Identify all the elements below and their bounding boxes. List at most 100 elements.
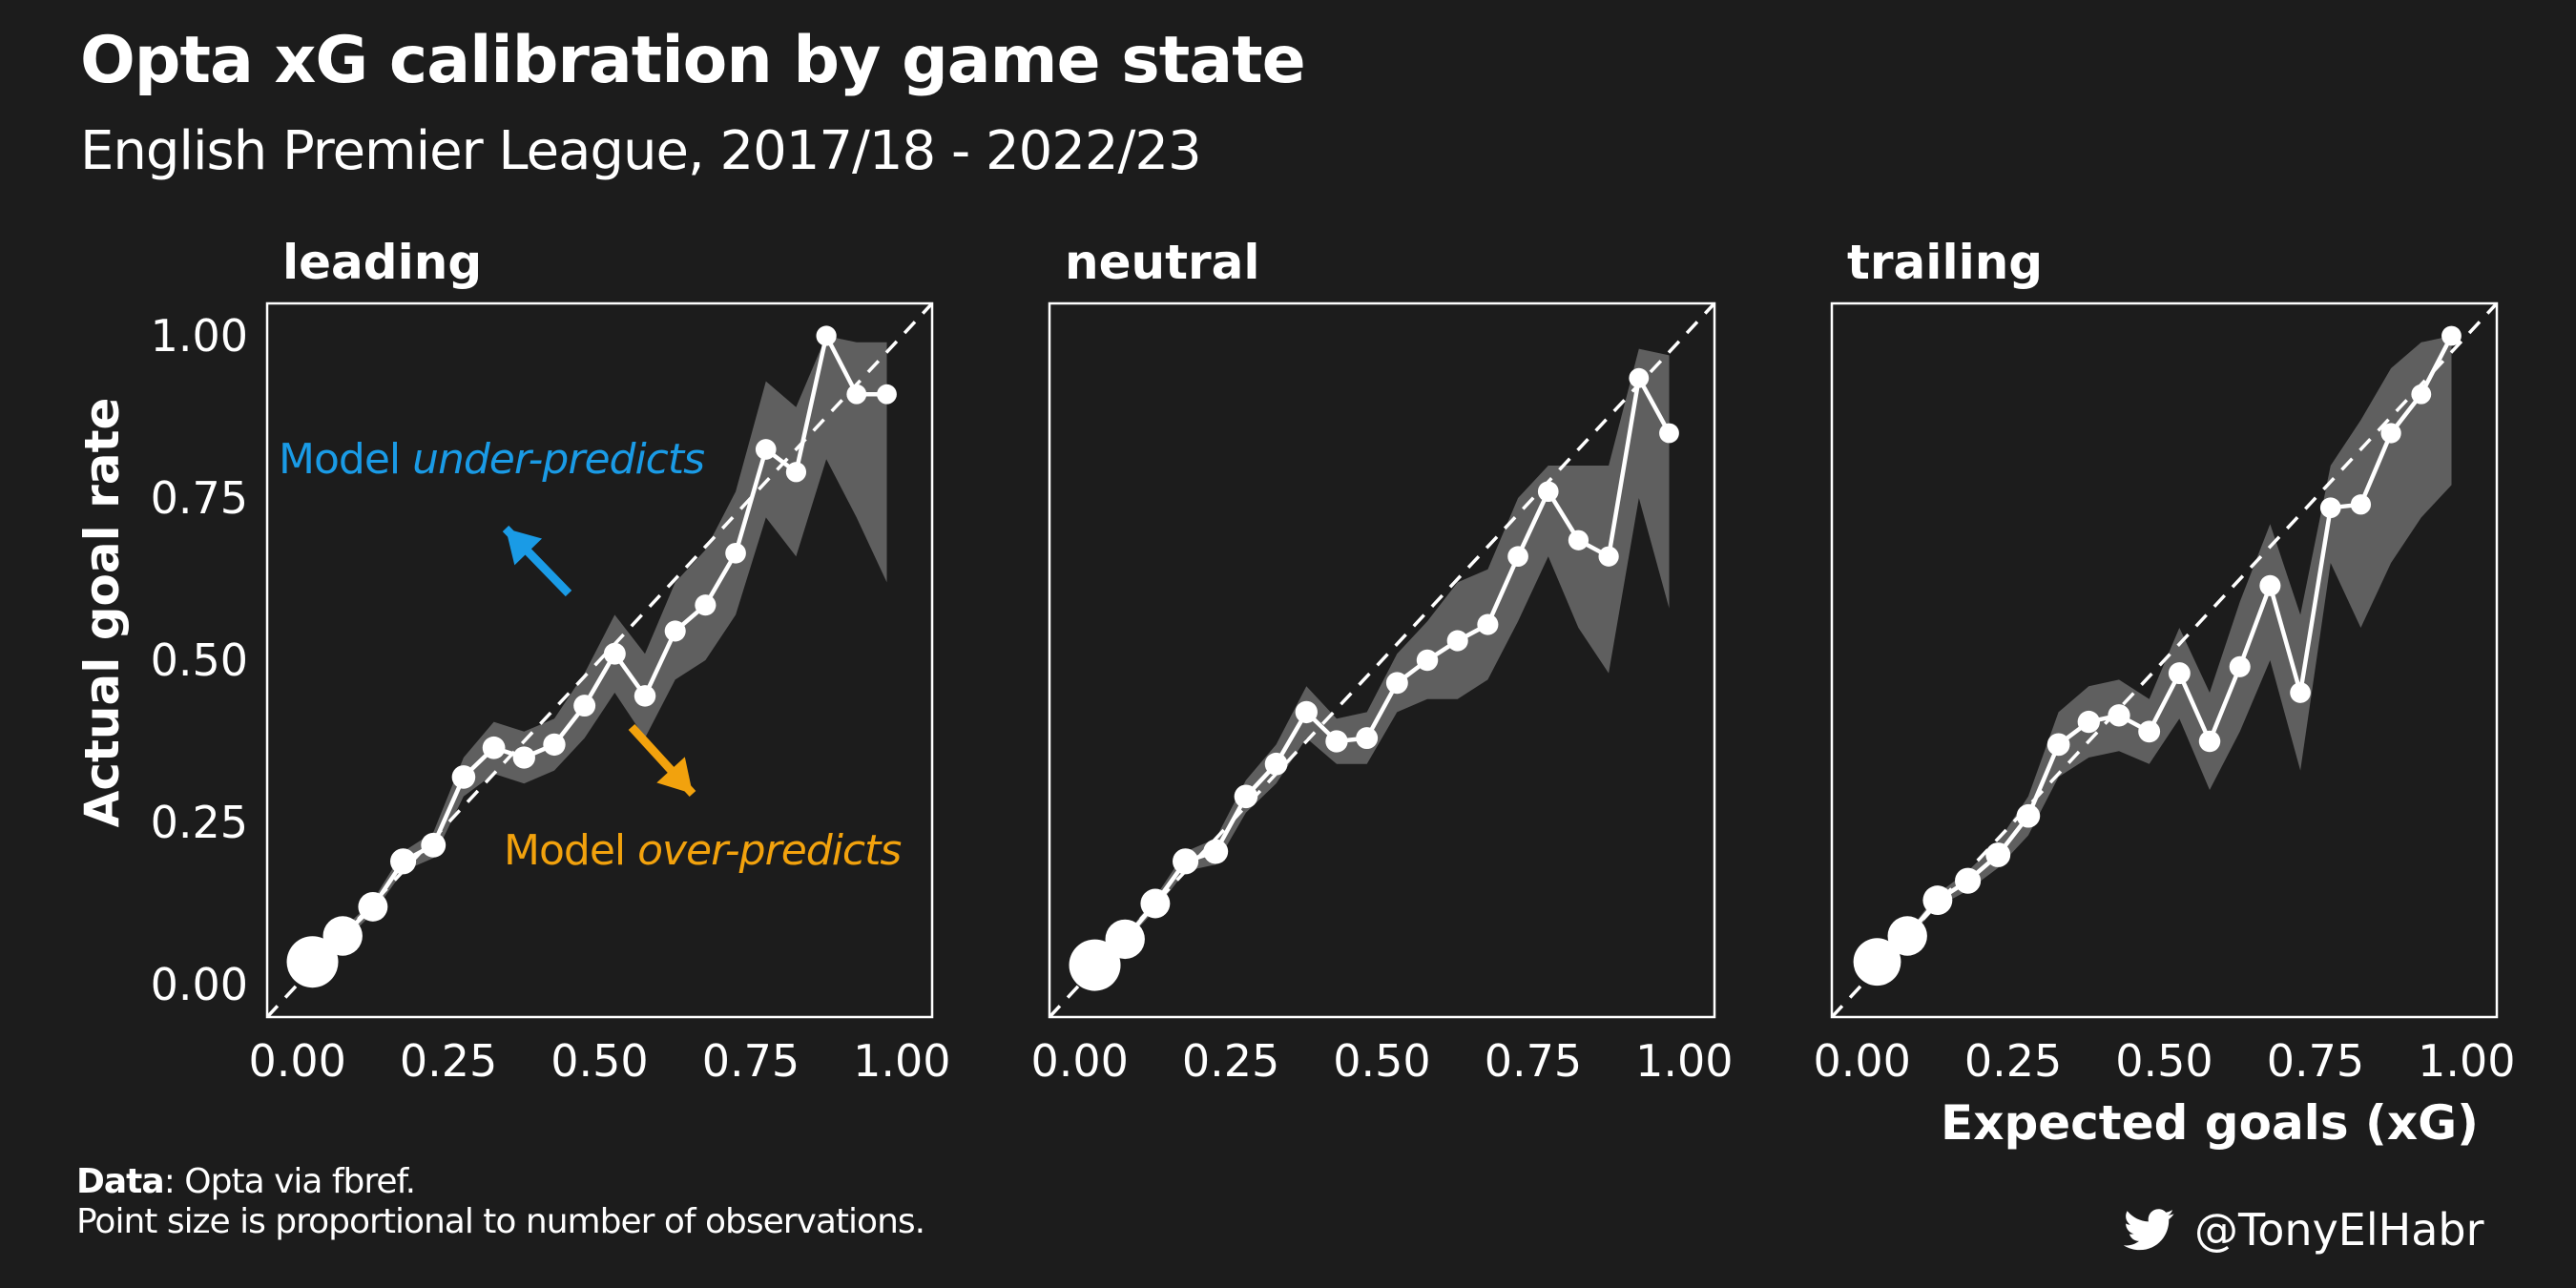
panel-frame [1048, 301, 1716, 1019]
y-tick-label: 0.25 [151, 797, 248, 848]
caption: Data: Opta via fbref. Point size is prop… [76, 1162, 925, 1242]
x-tick-label: 0.50 [551, 1035, 648, 1087]
caption-data-text: : Opta via fbref. [163, 1162, 416, 1201]
data-point [322, 916, 363, 956]
over-predicts-label-emph: over-predicts [637, 826, 901, 875]
annotations: Model under-predicts Model over-predicts [279, 435, 902, 875]
data-point [725, 542, 746, 564]
data-point [1598, 546, 1619, 567]
data-point [2016, 803, 2041, 828]
x-tick-label: 0.75 [1485, 1035, 1582, 1087]
caption-note: Point size is proportional to number of … [76, 1202, 925, 1241]
panel-trailing: trailing 0.00 0.25 0.50 0.75 1.00 Expected goa… [1813, 235, 2515, 1151]
data-point [1629, 367, 1650, 388]
data-point [451, 765, 476, 789]
data-point [2441, 325, 2462, 346]
data-point [1887, 916, 1927, 956]
chart-title: Opta xG calibration by game state [80, 23, 1306, 98]
data-point [1356, 727, 1379, 750]
data-point [1955, 867, 1982, 894]
x-tick-label: 0.25 [1964, 1035, 2062, 1087]
over-predicts-label-prefix: Model [504, 826, 637, 875]
x-tick-label: 0.75 [2267, 1035, 2364, 1087]
data-point [816, 325, 837, 346]
data-point [512, 746, 535, 769]
x-tick-label: 0.00 [1813, 1035, 1910, 1087]
data-point [2259, 574, 2281, 596]
panel-leading: leading 0.00 0.25 0.50 0.75 1.00 0.00 0.25 0.50 0… [74, 235, 951, 1087]
x-axis-label: Expected goals (xG) [1941, 1095, 2479, 1151]
x-tick-label: 0.00 [1030, 1035, 1128, 1087]
panel-neutral: neutral 0.00 0.25 0.50 0.75 1.00 [1030, 235, 1733, 1087]
y-tick-label: 0.75 [151, 472, 248, 524]
x-tick-label: 0.50 [2115, 1035, 2212, 1087]
panel-frame [1830, 301, 2499, 1019]
over-predicts-arrow-head [656, 757, 693, 794]
data-point [1203, 839, 1229, 864]
data-point [1477, 613, 1499, 635]
data-point [543, 733, 566, 757]
data-point [421, 832, 447, 858]
data-point [846, 384, 867, 405]
credit-handle: @TonyElHabr [2194, 1204, 2484, 1256]
data-point [2138, 720, 2161, 743]
data-point [358, 891, 388, 922]
data-point [1325, 730, 1348, 753]
under-predicts-label: Model under-predicts [279, 435, 704, 484]
data-point [286, 936, 339, 988]
confidence-ribbon [312, 336, 887, 966]
data-point [1537, 481, 1559, 503]
data-point [1659, 423, 1679, 444]
data-point [1507, 546, 1528, 568]
y-tick-label: 0.00 [151, 959, 248, 1010]
data-point [1173, 848, 1199, 875]
data-point [482, 736, 506, 759]
data-point [1069, 939, 1121, 991]
data-point [2168, 662, 2191, 685]
data-point [2108, 704, 2130, 727]
data-point [785, 462, 807, 483]
data-point [1922, 885, 1953, 916]
data-point [695, 594, 717, 616]
x-tick-label: 0.25 [1182, 1035, 1279, 1087]
x-tick-label: 1.00 [853, 1035, 950, 1087]
credit: @TonyElHabr [2124, 1204, 2484, 1256]
data-point [1446, 630, 1468, 652]
caption-data-label: Data [76, 1162, 165, 1201]
x-tick-label: 0.00 [248, 1035, 345, 1087]
x-tick-label: 1.00 [1635, 1035, 1733, 1087]
data-point [1853, 938, 1901, 987]
caption-source: Data: Opta via fbref. [76, 1162, 924, 1202]
data-point [2411, 384, 2432, 405]
data-point [2077, 710, 2100, 734]
over-predicts-label: Model over-predicts [504, 826, 901, 875]
data-point [634, 685, 656, 707]
data-point [1568, 530, 1589, 551]
data-point [1264, 752, 1288, 776]
panel-title: trailing [1847, 235, 2043, 290]
data-point [1105, 919, 1145, 960]
data-point [1385, 672, 1408, 695]
panel-title: leading [282, 235, 482, 290]
data-point [2198, 730, 2221, 753]
data-point [1295, 700, 1318, 724]
data-point [2290, 682, 2311, 703]
panel-frame [265, 301, 934, 1019]
data-point [2229, 655, 2251, 677]
under-predicts-arrow-head [506, 529, 543, 566]
x-tick-label: 0.75 [702, 1035, 800, 1087]
twitter-bird-icon [2124, 1209, 2174, 1251]
data-point [755, 439, 777, 460]
x-tick-label: 1.00 [2418, 1035, 2515, 1087]
data-point [1985, 842, 2011, 867]
x-tick-label: 0.50 [1333, 1035, 1430, 1087]
y-axis-label: Actual goal rate [74, 398, 130, 828]
data-point [603, 642, 626, 665]
data-point [1234, 784, 1258, 809]
data-point [390, 848, 417, 875]
data-point [2350, 494, 2372, 515]
under-predicts-label-emph: under-predicts [412, 435, 704, 484]
data-point [2046, 733, 2070, 757]
y-tick-label: 0.50 [151, 634, 248, 686]
